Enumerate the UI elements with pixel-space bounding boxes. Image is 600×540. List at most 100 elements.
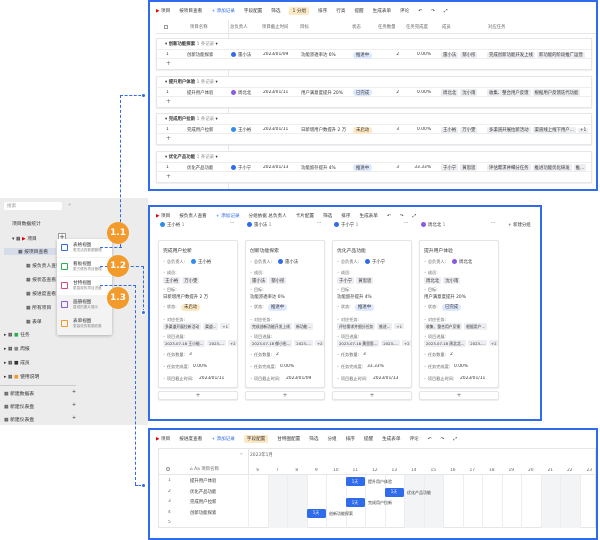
table-row[interactable]: 1 优化产品功能 于小宁 2023/01/13 功能留存提升 4% 推进中 3 33.33% 于… bbox=[157, 161, 591, 172]
toolbar-item-4[interactable]: 卡片配置 bbox=[296, 213, 314, 219]
new-group-button[interactable]: + 新建分组 bbox=[508, 223, 531, 228]
column-header[interactable]: 任务数量 bbox=[378, 25, 396, 30]
gantt-bar[interactable]: 1天 bbox=[345, 498, 365, 507]
column-header[interactable]: 目标 bbox=[300, 25, 309, 30]
sidebar-table-item[interactable]: ▸ ▦ ■ 周报 bbox=[4, 347, 30, 352]
toolbar-item-2[interactable]: + 添加记录 bbox=[211, 436, 235, 442]
column-header[interactable]: 任务完成度 bbox=[406, 25, 428, 30]
sidebar-create-item[interactable]: ▦ 新建数据表 + bbox=[4, 390, 76, 397]
table-row[interactable]: 1 创新功能探索 雷小法 2023/01/09 功能渗透率达 6% 推进中 2 0.00% 雷小… bbox=[157, 49, 591, 59]
column-header[interactable]: 总负责人 bbox=[230, 25, 248, 30]
column-more-icon[interactable]: ··· bbox=[230, 221, 235, 226]
expand-icon[interactable]: ⤢ bbox=[453, 437, 458, 442]
add-card-button[interactable]: + bbox=[158, 391, 238, 400]
new-view-option[interactable]: 甘特视图 更直观的项目进度 bbox=[57, 277, 112, 295]
toolbar-item-5[interactable]: 1 分组 bbox=[289, 7, 310, 15]
table-row[interactable]: 1 完成用户拉新 王小裕 2023/01/11 日新增用户数提升 2 万 未启动 3 0.00… bbox=[157, 124, 591, 134]
toolbar-item-2[interactable]: + 添加记录 bbox=[211, 8, 235, 14]
toolbar-item-6[interactable]: 排序 bbox=[341, 213, 350, 219]
add-row-button[interactable]: + bbox=[166, 60, 172, 67]
sidebar-view-item[interactable]: ▦ 表单 bbox=[26, 320, 42, 325]
toolbar-item-3[interactable]: 分组依据 总负责人 bbox=[248, 213, 286, 219]
new-view-option[interactable]: 看板视图 更方便的项目管理 bbox=[57, 258, 112, 276]
column-more-icon[interactable]: ··· bbox=[404, 221, 409, 226]
search-input[interactable]: 搜索 bbox=[4, 202, 62, 210]
new-view-option[interactable]: 画册视图 直观的图片展示 bbox=[57, 296, 112, 314]
redo-icon[interactable]: ↷ bbox=[431, 8, 435, 14]
gantt-bar[interactable]: 1天 bbox=[306, 508, 326, 518]
header-checkbox[interactable] bbox=[166, 467, 170, 471]
group-title[interactable]: ▾ 提升用户体验 1 条记录 ▾ bbox=[165, 79, 218, 85]
group-title[interactable]: ▾ 优化产品功能 1 条记录 ▾ bbox=[165, 154, 218, 160]
toolbar-item-9[interactable]: 生成表单 bbox=[373, 8, 391, 14]
toolbar-item-4[interactable]: 筛选 bbox=[271, 8, 280, 14]
kanban-card[interactable]: 优化产品功能 ◦ 总负责人: 于小宁 ◦ 成员: 于小宁 黄思思 ◦ 目标: 功能留存提升 4… bbox=[332, 240, 412, 388]
group-title[interactable]: ▾ 完成用户拉新 1 条记录 ▾ bbox=[165, 117, 218, 122]
toolbar-item-7[interactable]: 行高 bbox=[336, 8, 345, 14]
header-checkbox[interactable] bbox=[164, 25, 168, 29]
group-title[interactable]: ▾ 创新功能探索 1 条记录 ▾ bbox=[165, 42, 218, 47]
redo-icon[interactable]: ↷ bbox=[399, 213, 404, 219]
toolbar-item-8[interactable]: 提醒 bbox=[364, 436, 373, 442]
toolbar-item-6[interactable]: 分组 bbox=[327, 436, 336, 442]
new-view-option[interactable]: 表单视图 更高效的数据收集 bbox=[57, 315, 112, 333]
collapse-sidebar-icon[interactable]: « bbox=[68, 202, 72, 208]
toolbar-item-7[interactable]: 生成表单 bbox=[359, 213, 377, 219]
sidebar-view-item[interactable]: ▦ 按负责人查看 bbox=[26, 264, 61, 269]
undo-icon[interactable]: ↶ bbox=[427, 436, 432, 442]
sidebar-table-item[interactable]: ▸ ▦ ■ 任务 bbox=[4, 333, 30, 338]
sidebar-table-item[interactable]: ▸ ▦ ■ 成员 bbox=[4, 361, 30, 366]
sidebar-view-item[interactable]: ▦ 所有项目 bbox=[26, 306, 52, 311]
toolbar-item-8[interactable]: 提醒 bbox=[354, 8, 363, 14]
toolbar-item-5[interactable]: 筛选 bbox=[309, 436, 318, 442]
toolbar-item-10[interactable]: 评论 bbox=[409, 436, 418, 442]
add-card-button[interactable]: + bbox=[419, 391, 499, 400]
toolbar-item-3[interactable]: 字段配置 bbox=[244, 8, 262, 14]
column-header[interactable]: 状态 bbox=[352, 25, 361, 30]
toolbar-item-3[interactable]: 字段配置 bbox=[243, 435, 269, 443]
sidebar-view-item[interactable]: ▦ 按进度查看 bbox=[26, 292, 57, 297]
toolbar-item-0[interactable]: ▶ 项目 bbox=[156, 213, 170, 219]
add-row-button[interactable]: + bbox=[166, 135, 172, 142]
toolbar-item-0[interactable]: ▶ 项目 bbox=[156, 8, 170, 14]
add-card-button[interactable]: + bbox=[245, 391, 325, 400]
sidebar-item-stats[interactable]: 项目数据统计 bbox=[12, 222, 41, 227]
expand-icon[interactable]: ⤢ bbox=[412, 214, 417, 219]
toolbar-item-7[interactable]: 排序 bbox=[346, 436, 355, 442]
expand-icon[interactable]: ⤢ bbox=[443, 9, 448, 14]
toolbar-item-2[interactable]: + 添加记录 bbox=[216, 213, 240, 219]
sidebar-view-item[interactable]: ▦ 按状态查看 bbox=[26, 278, 57, 283]
toolbar-item-1[interactable]: 按项目查看 bbox=[179, 8, 202, 14]
column-more-icon[interactable]: ··· bbox=[317, 221, 322, 226]
add-row-button[interactable]: + bbox=[166, 172, 172, 180]
toolbar-item-0[interactable]: ▶ 项目 bbox=[156, 436, 170, 442]
undo-icon[interactable]: ↶ bbox=[418, 8, 423, 14]
new-view-option[interactable]: 表格视图 更灵活的数据管理 bbox=[57, 239, 112, 257]
sidebar-table-item[interactable]: ▸ ▦ ■ 使用说明 bbox=[4, 375, 40, 380]
sidebar-view-item[interactable]: ▦ 按项目查看 bbox=[4, 248, 56, 255]
sidebar-item-project[interactable]: ▾ ▦ ▶ 项目 bbox=[12, 237, 37, 242]
gantt-bar[interactable]: 1天 bbox=[384, 487, 404, 497]
toolbar-item-10[interactable]: 评论 bbox=[400, 8, 409, 14]
column-header[interactable]: 项目名称 bbox=[190, 25, 208, 30]
kanban-card[interactable]: 提升用户体验 ◦ 总负责人: 周北北 ◦ 成员: 周北北 沈小雨 ◦ 目标: 用户满意度提升 … bbox=[419, 240, 499, 388]
sidebar-create-item[interactable]: ▦ 新建仪表盘 + bbox=[4, 416, 76, 423]
toolbar-item-1[interactable]: 按负责人查看 bbox=[179, 213, 207, 219]
add-card-button[interactable]: + bbox=[332, 391, 412, 400]
toolbar-item-1[interactable]: 按进度查看 bbox=[179, 436, 202, 442]
table-row[interactable]: 1 提升用户体验 周北北 2023/01/11 用户满意度提升 20% 已完成 2 0.00%… bbox=[157, 86, 591, 97]
column-header[interactable]: 项目截止时间 bbox=[262, 25, 289, 30]
toolbar-item-4[interactable]: 甘特图配置 bbox=[277, 436, 300, 442]
toolbar-item-6[interactable]: 排序 bbox=[318, 8, 327, 14]
kanban-card[interactable]: 完成用户拉新 ◦ 总负责人: 王小裕 ◦ 成员: 王小裕 万小雯 ◦ 目标: 日新增用户数提升… bbox=[158, 240, 238, 388]
kanban-card[interactable]: 创新功能探索 ◦ 总负责人: 雷小法 ◦ 成员: 雷小法 郁小彤 ◦ 目标: 功能渗透率达 6… bbox=[245, 240, 325, 388]
column-header[interactable]: 成员 bbox=[442, 25, 451, 30]
add-row-button[interactable]: + bbox=[166, 97, 172, 105]
toolbar-item-9[interactable]: 生成表单 bbox=[382, 436, 400, 442]
column-header[interactable]: 对应任务 bbox=[488, 25, 506, 30]
sidebar-create-item[interactable]: ▦ 新建仪表盘 + bbox=[4, 403, 76, 410]
undo-icon[interactable]: ↶ bbox=[386, 213, 391, 219]
collapse-icon[interactable]: « bbox=[240, 452, 243, 457]
column-more-icon[interactable]: ··· bbox=[491, 221, 496, 226]
toolbar-item-5[interactable]: 筛选 bbox=[323, 213, 332, 219]
